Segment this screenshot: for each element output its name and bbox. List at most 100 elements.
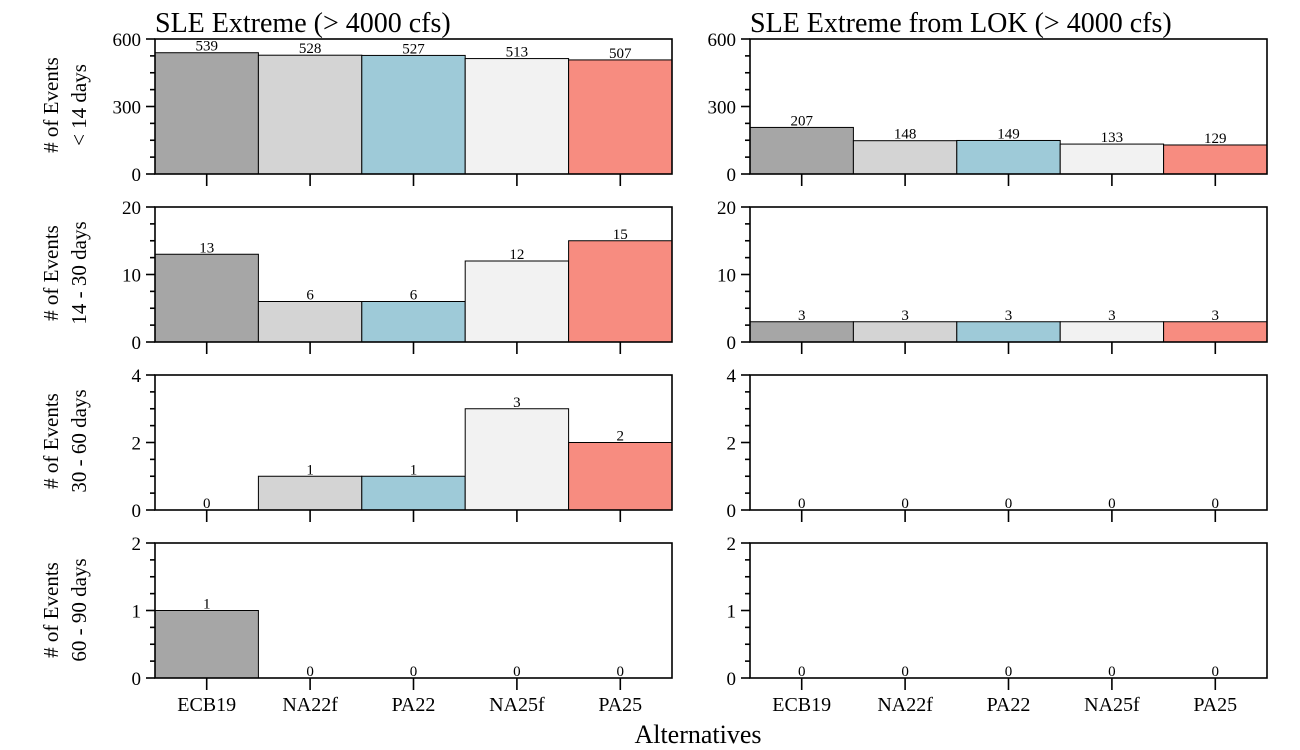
bar-na25f [464, 260, 570, 343]
data-label-pa22: 1 [410, 462, 418, 478]
data-label-na22f: 6 [306, 288, 314, 304]
data-label-ecb19: 13 [199, 240, 214, 256]
bar-pa22 [956, 321, 1061, 343]
bar-ecb19 [154, 610, 259, 679]
data-label-na25f: 3 [1108, 308, 1116, 324]
x-tick-label-na25f: NA25f [489, 694, 545, 716]
bar-na25f [464, 58, 570, 175]
y-tick-label: 2 [727, 434, 737, 455]
column-title-left: SLE Extreme (> 4000 cfs) [155, 8, 451, 39]
panel-r2-c2: 3 3 3 3 3 0 10 20 [717, 198, 1268, 354]
bar-na25f [1059, 143, 1165, 175]
data-label-na22f: 3 [901, 308, 909, 324]
data-label-ecb19: 0 [798, 496, 806, 512]
panel-r3-c2: 0 0 0 0 0 0 2 4 [727, 366, 1268, 522]
data-label-ecb19: 539 [195, 39, 218, 55]
x-tick-label-na25f: NA25f [1084, 694, 1140, 716]
y-tick-label: 4 [727, 366, 737, 387]
y-tick-label: 10 [122, 266, 141, 287]
data-label-na25f: 0 [1108, 496, 1116, 512]
y-axis-label-row1-line1: # of Events [39, 57, 63, 153]
x-axis-label: Alternatives [634, 720, 761, 749]
bar-ecb19 [154, 52, 259, 175]
y-tick-label: 0 [132, 501, 142, 522]
bar-na22f [852, 140, 958, 175]
bar-pa25 [568, 59, 673, 175]
data-label-ecb19: 3 [798, 308, 806, 324]
bar-pa25 [568, 240, 673, 343]
x-tick-label-pa22: PA22 [392, 694, 436, 716]
data-label-na25f: 12 [509, 247, 524, 263]
bar-pa25 [1163, 144, 1268, 175]
y-tick-label: 600 [708, 30, 737, 51]
bar-pa22 [956, 139, 1061, 175]
y-tick-label: 300 [708, 98, 737, 119]
bar-na25f [464, 408, 570, 511]
panel-r2-c1: 13 6 6 12 15 0 10 20 [122, 198, 673, 354]
panel-r4-c1: 1 0 0 0 0 0 1 2 ECB19 NA22f PA22 NA25f PA25 [132, 534, 673, 716]
y-tick-label: 2 [132, 434, 142, 455]
row-label-3: # of Events 30 - 60 days [39, 389, 91, 492]
data-label-na25f: 133 [1101, 130, 1124, 146]
y-axis-label-row3-line1: # of Events [39, 393, 63, 489]
x-tick-label-ecb19: ECB19 [177, 694, 236, 716]
row-label-4: # of Events 60 - 90 days [39, 558, 91, 661]
bar-na22f [257, 54, 363, 175]
y-tick-label: 0 [727, 669, 737, 690]
bar-ecb19 [749, 126, 854, 175]
bar-pa25 [1163, 321, 1268, 343]
data-label-pa22: 6 [410, 288, 418, 304]
data-label-na22f: 528 [299, 41, 322, 57]
y-tick-label: 20 [717, 198, 736, 219]
y-axis-label-row2-line1: # of Events [39, 225, 63, 321]
bar-na25f [1059, 321, 1165, 343]
bar-na22f [257, 301, 363, 343]
data-label-pa25: 2 [617, 429, 625, 445]
y-axis-label-row4-line2: 60 - 90 days [67, 558, 91, 661]
x-tick-label-pa22: PA22 [987, 694, 1031, 716]
row-label-1: # of Events < 14 days [39, 57, 91, 153]
bar-ecb19 [749, 321, 854, 343]
x-tick-label-ecb19: ECB19 [772, 694, 831, 716]
panel-r1-c2: 207 148 149 133 129 0 300 600 [708, 30, 1268, 186]
y-tick-label: 2 [727, 534, 737, 555]
y-tick-label: 600 [113, 30, 142, 51]
bar-na22f [852, 321, 958, 343]
y-tick-label: 2 [132, 534, 142, 555]
row-label-2: # of Events 14 - 30 days [39, 221, 91, 324]
data-label-na22f: 148 [894, 127, 917, 143]
bar-ecb19 [154, 253, 259, 343]
y-tick-label: 1 [132, 602, 142, 623]
x-tick-label-na22f: NA22f [282, 694, 338, 716]
data-label-ecb19: 0 [798, 664, 806, 680]
panel-r4-c2: 0 0 0 0 0 0 1 2 ECB19 NA22f PA22 NA25f PA25 [727, 534, 1268, 716]
bar-pa22 [361, 475, 466, 511]
y-tick-label: 0 [727, 165, 737, 186]
y-axis-label-row3-line2: 30 - 60 days [67, 389, 91, 492]
y-axis-label-row4-line1: # of Events [39, 562, 63, 658]
y-axis-label-row1-line2: < 14 days [67, 64, 91, 146]
data-label-pa22: 3 [1005, 308, 1013, 324]
data-label-pa22: 0 [1005, 496, 1013, 512]
data-label-na25f: 3 [513, 395, 521, 411]
x-tick-label-pa25: PA25 [1193, 694, 1237, 716]
y-axis-label-row2-line2: 14 - 30 days [67, 221, 91, 324]
data-label-pa25: 3 [1212, 308, 1220, 324]
y-tick-label: 0 [132, 333, 142, 354]
data-label-pa25: 0 [1212, 664, 1220, 680]
y-tick-label: 0 [132, 165, 142, 186]
x-tick-label-na22f: NA22f [877, 694, 933, 716]
y-tick-label: 300 [113, 98, 142, 119]
data-label-ecb19: 1 [203, 597, 211, 613]
column-title-right: SLE Extreme from LOK (> 4000 cfs) [750, 8, 1172, 39]
plot-frame [749, 542, 1268, 679]
data-label-pa25: 0 [617, 664, 625, 680]
data-label-na22f: 1 [306, 462, 314, 478]
plot-frame [749, 374, 1268, 511]
data-label-na25f: 0 [1108, 664, 1116, 680]
data-label-pa22: 0 [1005, 664, 1013, 680]
bar-pa22 [361, 301, 466, 343]
data-label-pa25: 15 [613, 227, 628, 243]
data-label-pa25: 507 [609, 46, 632, 62]
